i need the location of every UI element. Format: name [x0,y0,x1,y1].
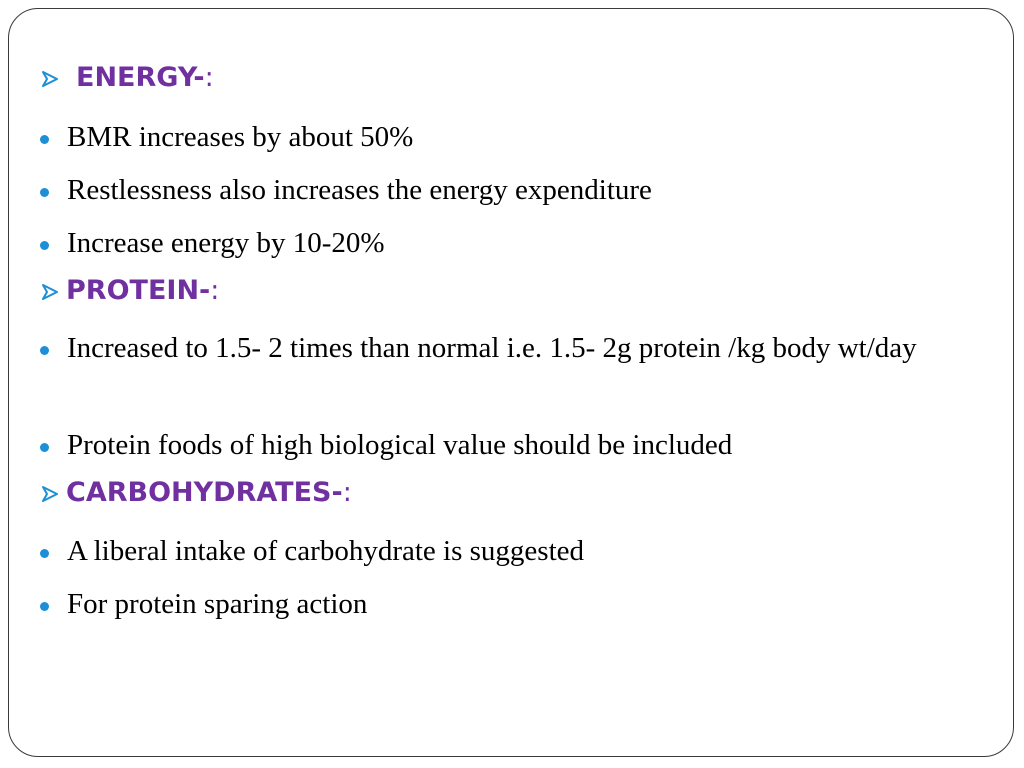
bullet-dot-icon [40,241,49,250]
list-item: Increase energy by 10-20% [40,226,977,265]
section-heading-text: PROTEIN-: [66,275,220,306]
bullet-dot-icon [40,346,49,355]
list-item-text: A liberal intake of carbohydrate is sugg… [67,535,585,567]
section-heading-text: CARBOHYDRATES-: [66,477,352,508]
bullet-dot-icon [40,188,49,197]
list-item: Increased to 1.5- 2 times than normal i.… [40,331,977,370]
bullet-dot-icon [40,443,49,452]
list-item-text: Restlessness also increases the energy e… [67,174,652,206]
list-item-text: For protein sparing action [67,588,368,620]
list-item-text: Protein foods of high biological value s… [67,429,733,461]
section-heading-carbohydrates: CARBOHYDRATES-: [40,475,352,511]
list-item: A liberal intake of carbohydrate is sugg… [40,534,977,573]
slide-frame [8,8,1014,757]
bullet-dot-icon [40,602,49,611]
arrow-bullet-icon [42,71,58,87]
list-item: For protein sparing action [40,587,977,626]
bullet-dot-icon [40,549,49,558]
arrow-bullet-icon [42,486,58,502]
list-item-text: Increase energy by 10-20% [67,227,385,259]
list-item-text: BMR increases by about 50% [67,121,414,153]
list-item-text: Increased to 1.5- 2 times than normal i.… [67,332,917,364]
bullet-dot-icon [40,135,49,144]
section-heading-energy: ENERGY-: [40,60,214,96]
list-item: Protein foods of high biological value s… [40,428,977,467]
list-item: BMR increases by about 50% [40,120,977,159]
section-heading-protein: PROTEIN-: [40,273,219,309]
section-heading-text: ENERGY-: [76,62,214,93]
arrow-bullet-icon [42,284,58,300]
list-item: Restlessness also increases the energy e… [40,173,977,212]
